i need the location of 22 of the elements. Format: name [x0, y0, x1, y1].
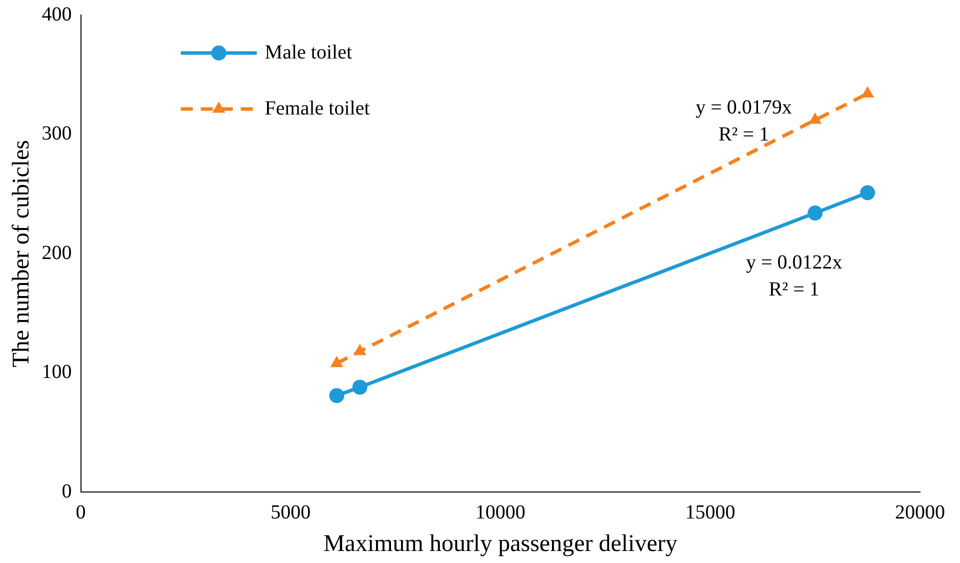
point	[352, 380, 368, 395]
x-tick-label: 10000	[475, 501, 526, 524]
y-tick-label: 100	[42, 361, 72, 384]
x-tick-label: 0	[76, 501, 86, 524]
x-tick-label: 5000	[270, 501, 311, 524]
y-tick-label: 200	[42, 242, 72, 264]
point	[808, 112, 822, 124]
x-tick-label: 20000	[895, 501, 945, 524]
legend-label: Female toilet	[264, 97, 370, 120]
point	[329, 388, 344, 404]
point	[861, 86, 874, 98]
point	[860, 185, 876, 200]
annotation: y = 0.0179x R² = 1	[696, 96, 792, 146]
annotation: y = 0.0122x R² = 1	[746, 251, 842, 300]
x-tick-label: 15000	[685, 501, 736, 524]
y-tick-label: 0	[62, 480, 72, 502]
x-axis-title: Maximum hourly passenger delivery	[323, 530, 678, 557]
y-tick-label: 400	[42, 3, 72, 26]
y-tick-label: 300	[42, 122, 72, 145]
point	[808, 206, 823, 221]
legend-label: Male toilet	[264, 41, 352, 64]
y-axis-title: The number of cubicles	[8, 140, 35, 368]
